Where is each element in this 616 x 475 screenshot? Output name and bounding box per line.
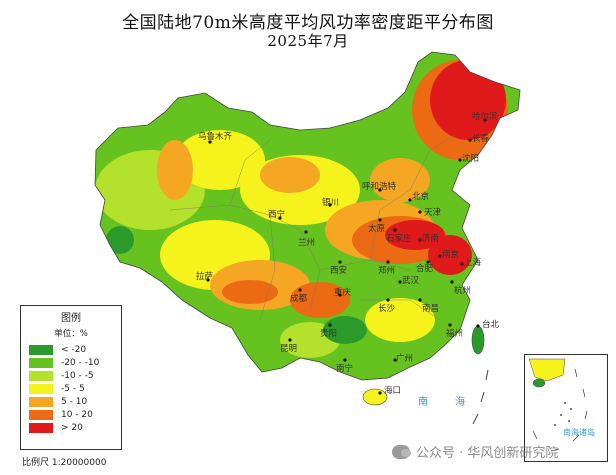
zone-dongbei-red	[430, 60, 506, 140]
city-label: 南昌	[422, 304, 440, 314]
zone-north-yellow	[175, 130, 265, 190]
zone-west-green	[106, 226, 134, 254]
city-label: 杭州	[454, 286, 472, 296]
legend-label: -20 - -10	[61, 357, 100, 368]
map-title: 全国陆地70m米高度平均风功率密度距平分布图	[122, 13, 494, 33]
legend-label: 10 - 20	[61, 409, 93, 420]
legend: 图例 单位：% < -20 -20 - -10 -10 - -5 -5 - 5 …	[20, 305, 122, 450]
legend-swatch	[29, 409, 53, 420]
legend-label: < -20	[61, 344, 87, 355]
legend-unit: 单位：%	[54, 329, 88, 339]
legend-swatch	[29, 396, 53, 407]
city-label: 广州	[396, 354, 414, 364]
legend-item: > 20	[29, 421, 121, 434]
city-label: 济南	[422, 234, 440, 244]
city-label: 重庆	[334, 288, 352, 298]
city-label: 拉萨	[196, 272, 214, 282]
legend-swatch	[29, 357, 53, 368]
city-label: 海口	[384, 386, 402, 396]
city-label: 合肥	[416, 264, 434, 274]
legend-item: 5 - 10	[29, 395, 121, 408]
city-label: 成都	[290, 294, 308, 304]
inset-map	[528, 358, 588, 452]
city-label: 长春	[472, 134, 490, 144]
legend-label: -10 - -5	[61, 370, 94, 381]
city-label: 西安	[330, 266, 348, 276]
city-label: 石家庄	[386, 234, 412, 244]
zone-south-green	[323, 316, 367, 344]
zone-sw-red	[222, 280, 278, 304]
legend-swatch	[29, 344, 53, 355]
city-label: 南宁	[336, 364, 354, 374]
zone-se-yellow	[365, 298, 435, 342]
city-label: 台北	[482, 320, 500, 330]
city-label: 昆明	[280, 344, 298, 354]
legend-item: -10 - -5	[29, 369, 121, 382]
city-label: 兰州	[298, 238, 316, 248]
zone-ne-orange	[370, 158, 430, 202]
province-lines	[169, 134, 456, 321]
city-label: 郑州	[378, 266, 396, 276]
legend-swatch	[29, 370, 53, 381]
city-label: 上海	[464, 258, 482, 268]
taiwan-island	[471, 325, 485, 355]
legend-item: -5 - 5	[29, 382, 121, 395]
zone-xj-orange	[157, 140, 193, 200]
map-subtitle: 2025年7月	[267, 32, 349, 50]
city-label: 呼和浩特	[362, 182, 397, 192]
legend-swatch	[29, 383, 53, 394]
south-sea-label: 南 海	[418, 397, 478, 408]
city-label: 哈尔滨	[472, 112, 498, 122]
city-label: 福州	[446, 329, 464, 339]
city-label: 太原	[368, 224, 386, 234]
legend-label: -5 - 5	[61, 383, 85, 394]
legend-item: -20 - -10	[29, 356, 121, 369]
legend-label: > 20	[61, 422, 83, 433]
city-label: 长沙	[378, 304, 396, 314]
city-label: 天津	[424, 208, 442, 218]
scale-bar-label: 比例尺 1:20000000	[22, 458, 107, 468]
sea-border-dashes	[472, 369, 489, 425]
legend-item: < -20	[29, 343, 121, 356]
watermark: 公众号 · 华风创新研究院	[392, 442, 558, 461]
legend-label: 5 - 10	[61, 396, 88, 407]
zone-central-orange	[290, 282, 350, 318]
city-label: 贵阳	[320, 329, 338, 339]
anomaly-zones	[95, 60, 508, 358]
legend-title: 图例	[61, 313, 81, 324]
legend-item: 10 - 20	[29, 408, 121, 421]
watermark-text: 公众号 · 华风创新研究院	[416, 446, 559, 461]
china-border	[94, 51, 521, 381]
city-label: 西宁	[268, 210, 286, 220]
south-sea-inset: 南海诸岛	[524, 354, 608, 462]
inset-label: 南海诸岛	[563, 428, 595, 437]
city-label: 武汉	[402, 276, 420, 286]
legend-swatch	[29, 422, 53, 433]
city-label: 南京	[442, 250, 460, 260]
city-label: 乌鲁木齐	[198, 132, 233, 142]
zone-center-orange	[260, 157, 320, 193]
city-label: 北京	[412, 192, 430, 202]
zone-hz-red	[385, 220, 445, 250]
city-label: 银川	[322, 198, 340, 208]
city-label: 沈阳	[462, 154, 480, 164]
city-markers	[206, 118, 487, 395]
wechat-icon	[392, 444, 411, 459]
